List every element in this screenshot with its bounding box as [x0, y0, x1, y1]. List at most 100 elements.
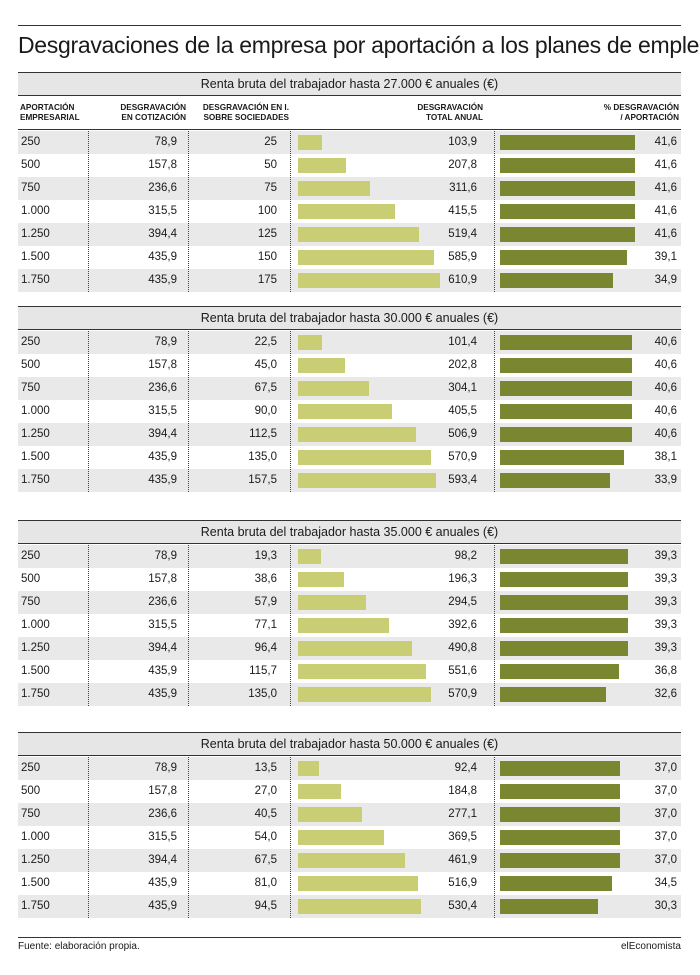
sociedades-cell: 81,0	[254, 877, 277, 889]
table-row: 1.000 315,5 100 415,5 41,6	[18, 200, 681, 223]
total-cell: 415,5	[448, 205, 477, 217]
table-row: 1.250 394,4 125 519,4 41,6	[18, 223, 681, 246]
cotizacion-cell: 236,6	[148, 596, 177, 608]
total-cell: 103,9	[448, 136, 477, 148]
sociedades-cell: 96,4	[254, 642, 277, 654]
cotizacion-cell: 435,9	[148, 474, 177, 486]
percentage-cell: 37,0	[654, 831, 677, 843]
percentage-cell: 33,9	[654, 474, 677, 486]
contribution-cell: 1.750	[21, 274, 50, 286]
percentage-cell: 36,8	[654, 665, 677, 677]
table-row: 1.500 435,9 150 585,9 39,1	[18, 246, 681, 269]
total-bar	[298, 641, 413, 656]
percentage-bar	[500, 158, 635, 173]
sociedades-cell: 22,5	[254, 336, 277, 348]
table-row: 750 236,6 57,9 294,5 39,3	[18, 591, 681, 614]
total-bar	[298, 181, 371, 196]
percentage-bar	[500, 641, 628, 656]
total-bar	[298, 830, 384, 845]
total-bar	[298, 784, 341, 799]
percentage-cell: 32,6	[654, 688, 677, 700]
cotizacion-cell: 435,9	[148, 688, 177, 700]
cotizacion-cell: 435,9	[148, 900, 177, 912]
total-bar	[298, 899, 422, 914]
brand-logo: elEconomista	[620, 941, 681, 952]
percentage-cell: 41,6	[654, 228, 677, 240]
sociedades-cell: 135,0	[248, 451, 277, 463]
sociedades-cell: 25	[264, 136, 277, 148]
table-row: 1.000 315,5 54,0 369,5 37,0	[18, 826, 681, 849]
source-note: Fuente: elaboración propia.	[18, 941, 140, 952]
percentage-cell: 34,5	[654, 877, 677, 889]
total-cell: 277,1	[448, 808, 477, 820]
contribution-cell: 1.750	[21, 900, 50, 912]
percentage-cell: 40,6	[654, 359, 677, 371]
column-divider	[88, 331, 89, 492]
total-bar	[298, 687, 431, 702]
percentage-bar	[500, 404, 632, 419]
percentage-bar	[500, 664, 620, 679]
sociedades-cell: 40,5	[254, 808, 277, 820]
percentage-bar	[500, 687, 606, 702]
sociedades-cell: 50	[264, 159, 277, 171]
column-header: DESGRAVACIÓN EN I. SOBRE SOCIEDADES	[202, 103, 289, 122]
total-bar	[298, 158, 347, 173]
percentage-cell: 41,6	[654, 136, 677, 148]
table-rows: 250 78,9 22,5 101,4 40,6 500 157,8 45,0 202,8 40,…	[18, 331, 681, 492]
total-bar	[298, 250, 435, 265]
percentage-cell: 38,1	[654, 451, 677, 463]
column-divider	[188, 331, 189, 492]
percentage-bar	[500, 358, 632, 373]
table-row: 1.000 315,5 90,0 405,5 40,6	[18, 400, 681, 423]
total-cell: 369,5	[448, 831, 477, 843]
cotizacion-cell: 78,9	[154, 336, 177, 348]
cotizacion-cell: 435,9	[148, 274, 177, 286]
percentage-bar	[500, 381, 632, 396]
contribution-cell: 1.250	[21, 854, 50, 866]
total-cell: 101,4	[448, 336, 477, 348]
cotizacion-cell: 394,4	[148, 642, 177, 654]
table-row: 250 78,9 22,5 101,4 40,6	[18, 331, 681, 354]
column-divider	[88, 131, 89, 292]
contribution-cell: 250	[21, 336, 41, 348]
table-section: Renta bruta del trabajador hasta 50.000 …	[18, 732, 681, 918]
table-row: 1.500 435,9 115,7 551,6 36,8	[18, 660, 681, 683]
contribution-cell: 500	[21, 785, 41, 797]
percentage-bar	[500, 830, 621, 845]
sociedades-cell: 57,9	[254, 596, 277, 608]
contribution-cell: 750	[21, 596, 41, 608]
sociedades-cell: 27,0	[254, 785, 277, 797]
contribution-cell: 500	[21, 159, 41, 171]
section-heading: Renta bruta del trabajador hasta 50.000 …	[18, 732, 681, 756]
column-divider	[88, 545, 89, 706]
column-divider	[188, 131, 189, 292]
column-header: % DESGRAVACIÓN / APORTACIÓN	[603, 103, 679, 122]
percentage-cell: 41,6	[654, 182, 677, 194]
page-title: Desgravaciones de la empresa por aportac…	[18, 32, 700, 58]
column-headers: APORTACIÓN EMPRESARIAL DESGRAVACIÓN EN CO…	[18, 96, 681, 130]
total-bar	[298, 807, 363, 822]
total-cell: 516,9	[448, 877, 477, 889]
sociedades-cell: 75	[264, 182, 277, 194]
contribution-cell: 1.500	[21, 665, 50, 677]
table-rows: 250 78,9 19,3 98,2 39,3 500 157,8 38,6 196,3 39,3…	[18, 545, 681, 706]
cotizacion-cell: 236,6	[148, 808, 177, 820]
total-bar	[298, 876, 419, 891]
total-bar	[298, 404, 393, 419]
total-bar	[298, 473, 436, 488]
table-row: 1.000 315,5 77,1 392,6 39,3	[18, 614, 681, 637]
column-header: DESGRAVACIÓN EN COTIZACIÓN	[120, 103, 186, 122]
percentage-cell: 39,3	[654, 619, 677, 631]
total-cell: 461,9	[448, 854, 477, 866]
total-cell: 585,9	[448, 251, 477, 263]
total-bar	[298, 227, 419, 242]
contribution-cell: 750	[21, 808, 41, 820]
total-cell: 202,8	[448, 359, 477, 371]
column-divider	[494, 131, 495, 292]
total-bar	[298, 549, 321, 564]
sociedades-cell: 150	[257, 251, 277, 263]
top-rule	[18, 25, 681, 26]
contribution-cell: 1.500	[21, 877, 50, 889]
cotizacion-cell: 394,4	[148, 428, 177, 440]
cotizacion-cell: 394,4	[148, 228, 177, 240]
